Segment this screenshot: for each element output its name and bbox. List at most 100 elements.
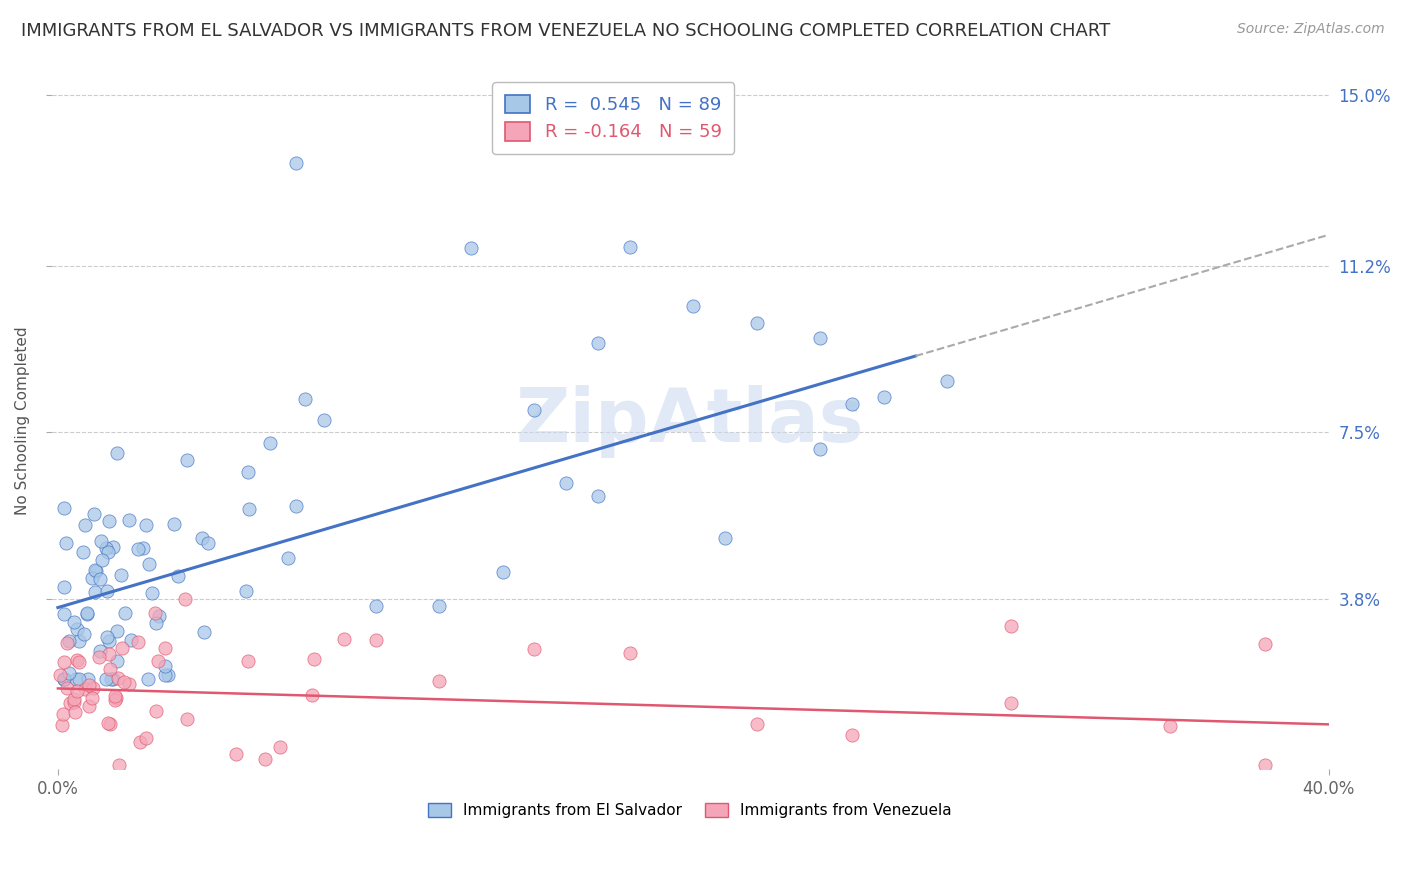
Point: [66, 622, 89, 636]
Point: [523, 403, 546, 417]
Point: [586, 335, 609, 350]
Point: [58, 666, 80, 681]
Point: [98, 648, 121, 662]
Point: [167, 569, 190, 583]
Point: [76, 607, 98, 621]
Point: [285, 499, 308, 513]
Point: [141, 586, 163, 600]
Point: [83, 585, 105, 599]
Point: [105, 624, 128, 639]
Point: [120, 632, 142, 647]
Point: [87, 650, 110, 665]
Point: [191, 532, 214, 546]
Point: [76, 673, 98, 687]
Point: [56, 681, 79, 695]
Point: [53, 673, 76, 687]
Point: [1159, 719, 1181, 733]
Point: [136, 673, 159, 687]
Point: [523, 642, 546, 657]
Point: [301, 688, 323, 702]
Point: [841, 727, 863, 741]
Point: [155, 659, 177, 673]
Point: [84, 564, 107, 578]
Point: [254, 752, 277, 766]
Point: [49, 668, 72, 682]
Point: [76, 607, 98, 622]
Point: [67, 634, 90, 648]
Point: [52, 707, 75, 722]
Point: [259, 435, 281, 450]
Point: [80, 691, 103, 706]
Point: [53, 655, 76, 669]
Point: [105, 446, 128, 460]
Point: [619, 240, 641, 254]
Point: [63, 705, 86, 719]
Point: [193, 625, 215, 640]
Point: [285, 156, 308, 170]
Point: [163, 516, 186, 531]
Point: [62, 615, 84, 629]
Point: [66, 684, 89, 698]
Point: [72, 626, 94, 640]
Point: [135, 731, 157, 745]
Point: [427, 674, 450, 689]
Text: IMMIGRANTS FROM EL SALVADOR VS IMMIGRANTS FROM VENEZUELA NO SCHOOLING COMPLETED : IMMIGRANTS FROM EL SALVADOR VS IMMIGRANT…: [21, 22, 1111, 40]
Point: [238, 654, 260, 668]
Point: [619, 646, 641, 660]
Point: [98, 716, 121, 731]
Point: [114, 606, 136, 620]
Point: [238, 501, 260, 516]
Point: [714, 531, 737, 545]
Legend: Immigrants from El Salvador, Immigrants from Venezuela: Immigrants from El Salvador, Immigrants …: [422, 797, 957, 824]
Point: [873, 390, 896, 404]
Point: [91, 553, 114, 567]
Point: [148, 608, 170, 623]
Point: [112, 675, 135, 690]
Point: [77, 678, 100, 692]
Point: [682, 299, 704, 313]
Text: ZipAtlas: ZipAtlas: [516, 384, 865, 458]
Point: [82, 571, 104, 585]
Point: [1000, 618, 1022, 632]
Point: [97, 545, 120, 559]
Point: [72, 545, 94, 559]
Point: [79, 698, 101, 713]
Point: [53, 607, 76, 622]
Point: [238, 466, 260, 480]
Point: [58, 633, 80, 648]
Point: [83, 563, 105, 577]
Point: [53, 581, 76, 595]
Point: [1254, 636, 1277, 650]
Point: [153, 640, 176, 655]
Point: [460, 241, 482, 255]
Point: [808, 331, 831, 345]
Point: [110, 567, 132, 582]
Point: [53, 501, 76, 516]
Point: [51, 718, 73, 732]
Point: [302, 652, 325, 666]
Point: [104, 690, 127, 705]
Point: [132, 541, 155, 556]
Point: [96, 583, 118, 598]
Point: [176, 453, 198, 467]
Point: [62, 692, 84, 706]
Point: [118, 677, 141, 691]
Point: [89, 573, 111, 587]
Point: [745, 317, 768, 331]
Point: [312, 413, 335, 427]
Point: [67, 673, 90, 687]
Point: [277, 550, 299, 565]
Point: [103, 689, 125, 703]
Point: [118, 513, 141, 527]
Point: [745, 716, 768, 731]
Point: [63, 695, 86, 709]
Point: [143, 606, 166, 620]
Point: [157, 668, 180, 682]
Point: [96, 630, 118, 644]
Point: [145, 704, 167, 718]
Point: [269, 740, 291, 755]
Point: [197, 535, 219, 549]
Point: [105, 654, 128, 668]
Point: [174, 591, 197, 606]
Point: [90, 533, 112, 548]
